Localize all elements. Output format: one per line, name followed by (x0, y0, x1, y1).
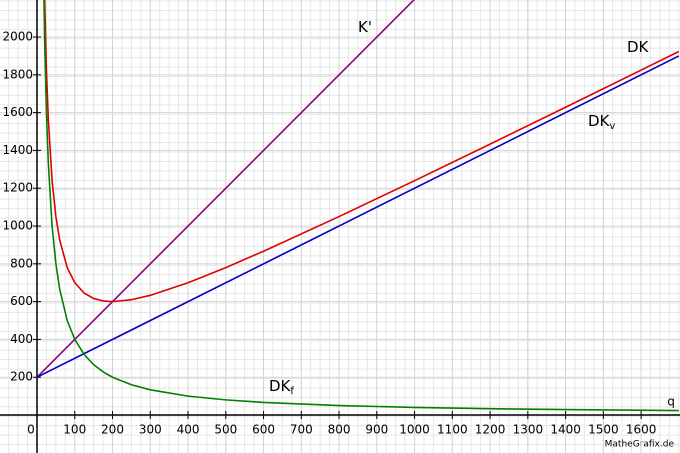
x-axis-label: q (667, 395, 675, 409)
series-label: DKf (269, 377, 294, 398)
series-label: DK (627, 38, 650, 56)
line-3 (43, 0, 679, 412)
series-label-name: DK (269, 377, 292, 395)
x-tick-label: 800 (328, 423, 351, 437)
series-label: DKv (588, 112, 615, 133)
y-tick-label: 1200 (2, 181, 33, 195)
y-tick-label: 1000 (2, 219, 33, 233)
series-label-sub: v (609, 121, 615, 132)
y-tick-label: 1400 (2, 143, 33, 157)
x-tick-label: 300 (139, 423, 162, 437)
y-tick-label: 2000 (2, 30, 33, 44)
y-tick-label: 600 (10, 294, 33, 308)
x-tick-label: 500 (214, 423, 237, 437)
y-tick-label: 200 (10, 370, 33, 384)
x-tick-label: 0 (27, 423, 35, 437)
x-tick-label: 400 (177, 423, 200, 437)
x-tick-label: 1600 (626, 423, 657, 437)
line-1 (43, 0, 680, 303)
line-2 (36, 55, 680, 378)
x-tick-label: 1300 (513, 423, 544, 437)
y-tick-label: 800 (10, 256, 33, 270)
x-tick-label: 600 (252, 423, 275, 437)
series-label-sub: f (290, 386, 294, 397)
x-tick-label: 1100 (437, 423, 468, 437)
series-label-name: DK (588, 112, 611, 130)
x-tick-label: 1200 (475, 423, 506, 437)
series-label-name: K' (358, 18, 372, 36)
x-tick-label: 200 (101, 423, 124, 437)
line-0 (36, 0, 415, 378)
x-tick-label: 1400 (550, 423, 581, 437)
watermark: MatheGrafix.de (605, 440, 675, 450)
x-tick-label: 100 (63, 423, 86, 437)
x-tick-label: 1500 (588, 423, 619, 437)
y-tick-label: 1800 (2, 67, 33, 81)
x-tick-label: 1000 (399, 423, 430, 437)
x-tick-label: 900 (365, 423, 388, 437)
y-tick-label: 1600 (2, 105, 33, 119)
series-label: K' (358, 18, 372, 36)
y-tick-label: 400 (10, 332, 33, 346)
series-label-name: DK (627, 38, 650, 56)
x-tick-label: 700 (290, 423, 313, 437)
